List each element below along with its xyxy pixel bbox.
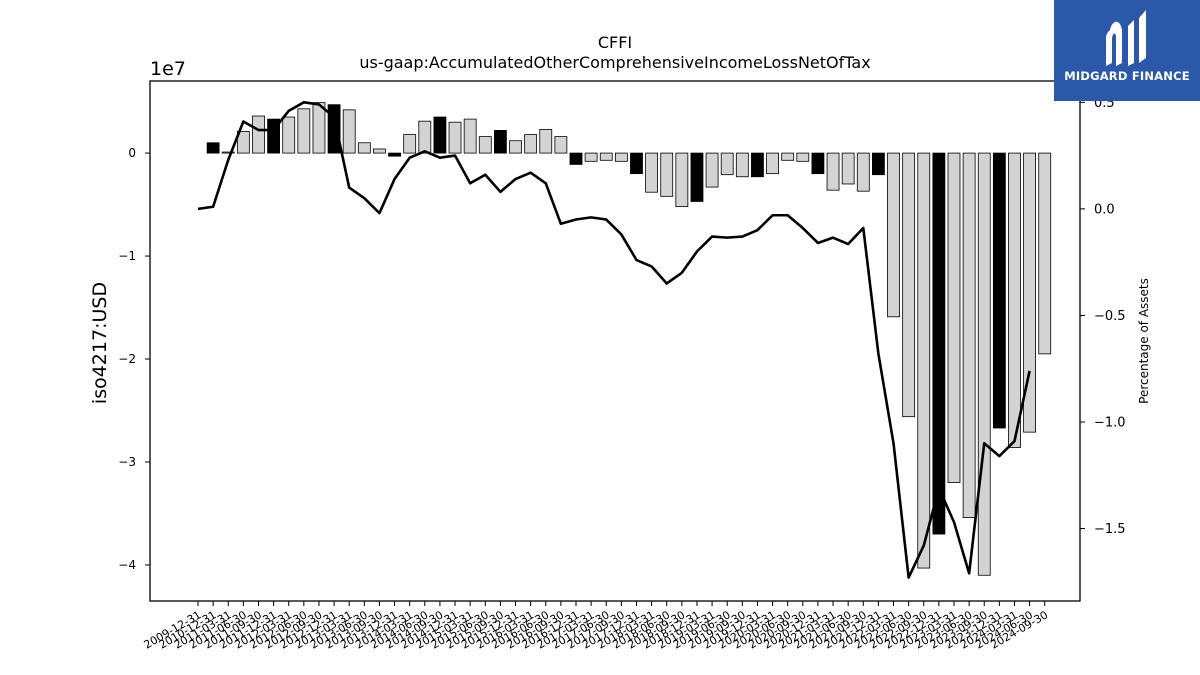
bar (902, 152, 916, 418)
x-axis-ticks: 2009-12-312010-12-312011-03-312011-06-30… (142, 601, 1050, 652)
y2-tick-label: 0.0 (1094, 202, 1115, 217)
bar (357, 142, 371, 154)
bar (418, 120, 432, 154)
bar (917, 152, 931, 569)
y-axis-ticks: 0 −1 −2 −3 −4 (118, 146, 150, 572)
bar (252, 115, 265, 154)
company-logo: MIDGARD FINANCE (1054, 0, 1200, 101)
plot-frame (149, 80, 1081, 602)
chart-title: CFFI (598, 33, 632, 52)
bar (327, 104, 341, 154)
bar (962, 152, 976, 518)
bar (826, 152, 840, 191)
bar (766, 152, 779, 175)
bar (781, 152, 795, 161)
bar (221, 151, 235, 154)
bar (342, 109, 356, 154)
bar (660, 152, 674, 197)
bar (690, 152, 704, 202)
bar (478, 136, 492, 154)
y2-tick-label: −0.5 (1094, 309, 1126, 324)
y2-axis-label: Percentage of Assets (1137, 278, 1151, 404)
y2-tick-label: −1.0 (1094, 415, 1126, 430)
bar (282, 116, 296, 154)
bar (569, 152, 583, 165)
bar (493, 130, 507, 154)
bar (645, 152, 658, 193)
bar (992, 152, 1006, 429)
bar (735, 152, 749, 178)
y-offset-label: 1e7 (150, 58, 186, 80)
bar (448, 121, 462, 154)
y-tick-label: −2 (118, 352, 136, 366)
percentage-line (197, 101, 1031, 579)
bar (373, 148, 386, 154)
bar (312, 102, 326, 154)
line-series (197, 101, 1031, 579)
bar (932, 152, 946, 535)
bar (947, 152, 961, 483)
bar (872, 152, 885, 176)
y-tick-label: −4 (118, 558, 136, 572)
bar (599, 152, 613, 161)
bar (539, 128, 553, 154)
bar (675, 152, 689, 208)
bar (856, 152, 870, 192)
bar (630, 152, 643, 175)
bar (433, 116, 447, 154)
bar (1023, 152, 1036, 433)
chart-subtitle: us-gaap:AccumulatedOtherComprehensiveInc… (359, 53, 870, 72)
bar (584, 152, 598, 162)
bar (720, 152, 734, 176)
logo-mark-icon (1106, 10, 1146, 66)
y-tick-label: 0 (128, 146, 136, 160)
bar (297, 108, 311, 154)
y-tick-label: −3 (118, 455, 136, 469)
bar (403, 134, 417, 154)
bar (388, 152, 401, 157)
bar (887, 152, 900, 318)
y-tick-label: −1 (118, 249, 136, 263)
bar (1008, 152, 1021, 448)
bar (236, 131, 250, 154)
bar (1038, 152, 1052, 355)
bar (796, 152, 810, 162)
bar (509, 140, 522, 154)
bar (811, 152, 825, 175)
bar (614, 152, 628, 162)
bar (206, 142, 220, 154)
y-axis-label: iso4217:USD (89, 282, 111, 404)
bar (463, 118, 477, 154)
logo-text: MIDGARD FINANCE (1064, 69, 1190, 83)
y2-axis-ticks: 0.50.0−0.5−1.0−1.5 (1080, 96, 1126, 537)
bar (705, 152, 719, 188)
y2-tick-label: −1.5 (1094, 522, 1126, 537)
bar (751, 152, 764, 178)
bar (841, 152, 855, 185)
bar (524, 134, 538, 154)
bar (977, 152, 991, 576)
bar-series (206, 102, 1052, 576)
bar (554, 136, 568, 154)
